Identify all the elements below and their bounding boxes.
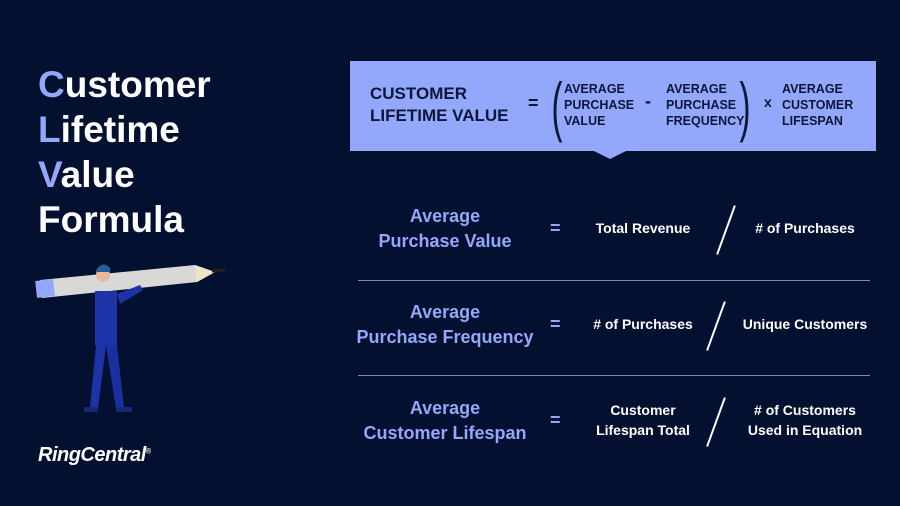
- text: ®: [145, 448, 151, 456]
- times-sign: x: [764, 94, 772, 110]
- row-average-customer-lifespan: Average Customer Lifespan = Customer Life…: [350, 378, 876, 474]
- term-average-customer-lifespan: AVERAGE CUSTOMER LIFESPAN: [782, 81, 853, 129]
- row-average-purchase-value: Average Purchase Value = Total Revenue # …: [350, 180, 876, 276]
- text: L: [38, 109, 61, 150]
- text: FREQUENCY: [666, 114, 745, 128]
- title-line: Value: [38, 152, 211, 197]
- title-line: Lifetime: [38, 107, 211, 152]
- text: Purchase Frequency: [356, 327, 534, 347]
- text: # of Purchases: [755, 220, 855, 236]
- text: Purchase Value: [378, 231, 512, 251]
- text: Total Revenue: [595, 220, 691, 236]
- divider: [358, 280, 870, 281]
- text: C: [38, 64, 65, 105]
- text: =: [550, 314, 561, 334]
- text: AVERAGE: [782, 82, 843, 96]
- formula-lhs: CUSTOMER LIFETIME VALUE: [370, 83, 509, 127]
- text: AVERAGE: [564, 82, 625, 96]
- text: Unique Customers: [742, 316, 868, 332]
- page-title: Customer Lifetime Value Formula: [38, 62, 211, 242]
- minus-sign: -: [645, 91, 651, 111]
- text: Customer Lifespan: [363, 423, 527, 443]
- text: LIFESPAN: [782, 114, 843, 128]
- clv-formula-box: CUSTOMER LIFETIME VALUE = ( AVERAGE PURCHA…: [350, 61, 876, 159]
- title-line: Formula: [38, 197, 211, 242]
- divider: [358, 375, 870, 376]
- division-slash: [706, 397, 726, 447]
- open-paren: (: [551, 69, 563, 143]
- text: Average: [409, 302, 481, 322]
- text: Average: [409, 206, 481, 226]
- text: LIFETIME VALUE: [370, 106, 509, 125]
- text: CUSTOMER: [782, 98, 854, 112]
- text: ustomer: [64, 64, 211, 105]
- text: Formula: [38, 199, 184, 240]
- text: Customer Lifespan Total: [596, 402, 690, 438]
- equals-sign: =: [528, 93, 539, 113]
- man-with-pencil-illustration: [35, 264, 226, 412]
- text: =: [550, 218, 561, 238]
- text: =: [550, 410, 561, 430]
- text: CUSTOMER: [370, 84, 467, 103]
- text: Average: [409, 398, 481, 418]
- text: VALUE: [564, 114, 606, 128]
- text: RingCentral: [38, 444, 146, 466]
- term-average-purchase-value: AVERAGE PURCHASE VALUE: [564, 81, 634, 129]
- text: PURCHASE: [564, 98, 635, 112]
- division-slash: [706, 301, 726, 351]
- text: PURCHASE: [666, 98, 737, 112]
- text: # of Customers Used in Equation: [747, 402, 863, 438]
- row-average-purchase-frequency: Average Purchase Frequency = # of Purchas…: [350, 282, 876, 378]
- division-slash: [716, 205, 736, 255]
- text: alue: [60, 154, 135, 195]
- text: ifetime: [60, 109, 180, 150]
- text: AVERAGE: [666, 82, 727, 96]
- close-paren: ): [739, 69, 751, 143]
- title-line: Customer: [38, 62, 211, 107]
- term-average-purchase-frequency: AVERAGE PURCHASE FREQUENCY: [666, 81, 744, 129]
- text: V: [38, 154, 61, 195]
- text: # of Purchases: [593, 316, 693, 332]
- ringcentral-logo: RingCentral®: [38, 444, 151, 467]
